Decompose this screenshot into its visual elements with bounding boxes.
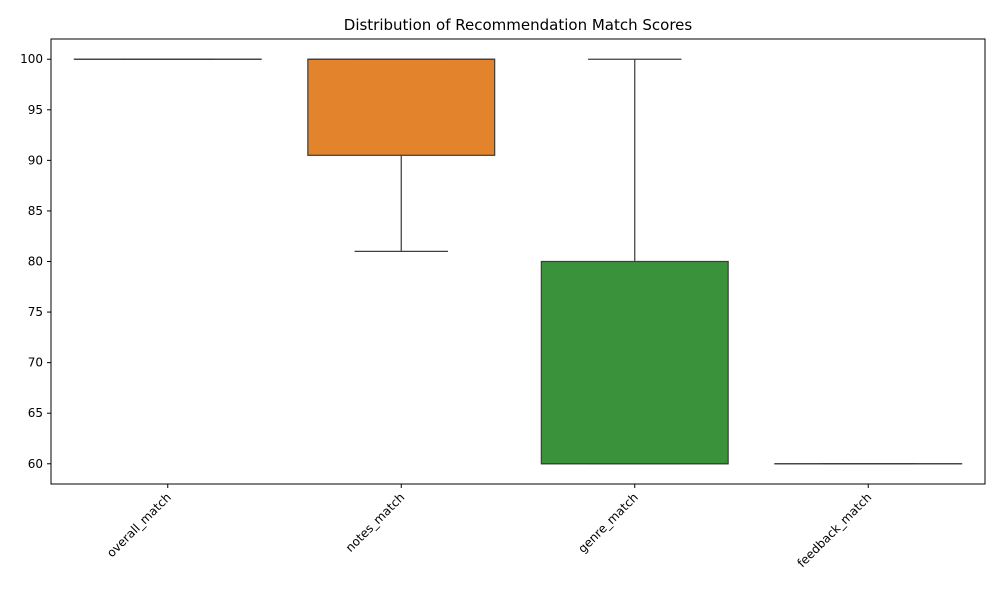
plot-area: 60 65 70 75 80 85 90 95 100 overall_match notes_ma…	[20, 39, 985, 570]
x-tick-label-genre-match: genre_match	[575, 490, 640, 555]
y-tick-label-80: 80	[28, 255, 43, 269]
y-tick-label-100: 100	[20, 52, 43, 66]
y-tick-label-60: 60	[28, 457, 43, 471]
y-tick-label-90: 90	[28, 153, 43, 167]
plot-frame	[51, 39, 985, 484]
chart-title: Distribution of Recommendation Match Sco…	[344, 16, 693, 34]
y-tick-label-70: 70	[28, 356, 43, 370]
x-tick-label-notes-match: notes_match	[343, 490, 408, 555]
x-tick-label-overall-match: overall_match	[104, 490, 174, 560]
y-tick-label-75: 75	[28, 305, 43, 319]
box-notes-match	[308, 59, 495, 155]
x-tick-label-feedback-match: feedback_match	[794, 490, 874, 570]
y-tick-label-95: 95	[28, 103, 43, 117]
y-tick-label-65: 65	[28, 406, 43, 420]
y-tick-label-85: 85	[28, 204, 43, 218]
box-genre-match	[541, 262, 728, 464]
